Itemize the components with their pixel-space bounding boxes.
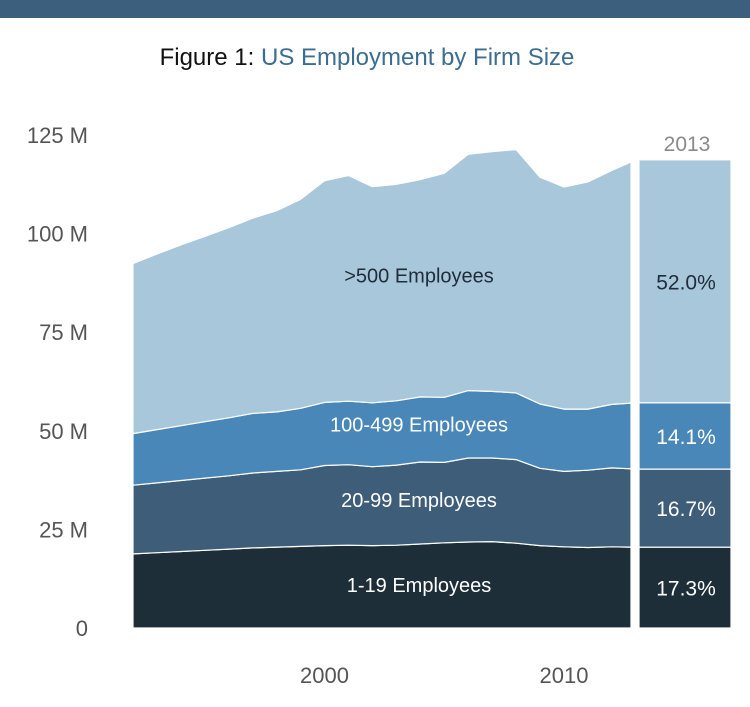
y-tick-label: 50 M: [39, 419, 88, 444]
inset-percent-label-3: 14.1%: [656, 426, 716, 449]
inset-percent-label-2: 16.7%: [656, 498, 716, 521]
inset-percent-label-1: 17.3%: [656, 578, 716, 601]
y-tick-label: 25 M: [39, 517, 88, 542]
layer-label-500-employees: >500 Employees: [344, 265, 494, 287]
chart-title-prefix: Figure 1:: [160, 44, 261, 71]
chart-title-text: US Employment by Firm Size: [261, 44, 574, 71]
y-tick-label: 100 M: [27, 222, 88, 247]
x-tick-label: 2000: [300, 663, 349, 688]
y-tick-label: 125 M: [27, 123, 88, 148]
inset-bar-4: [638, 159, 732, 404]
inset-bar-1: [638, 546, 732, 629]
inset-percent-label-4: 52.0%: [656, 271, 716, 294]
layer-label-1-19-employees: 1-19 Employees: [347, 575, 492, 597]
x-tick-label: 2010: [540, 663, 589, 688]
chart-title: Figure 1: US Employment by Firm Size: [160, 44, 575, 71]
layer-label-100-499-employees: 100-499 Employees: [330, 414, 508, 436]
y-tick-label: 75 M: [39, 320, 88, 345]
top-banner: [0, 0, 750, 18]
inset-year-label: 2013: [664, 133, 711, 156]
y-tick-label: 0: [76, 616, 88, 641]
layer-label-20-99-employees: 20-99 Employees: [341, 490, 497, 512]
area-500-employees: [132, 149, 632, 435]
